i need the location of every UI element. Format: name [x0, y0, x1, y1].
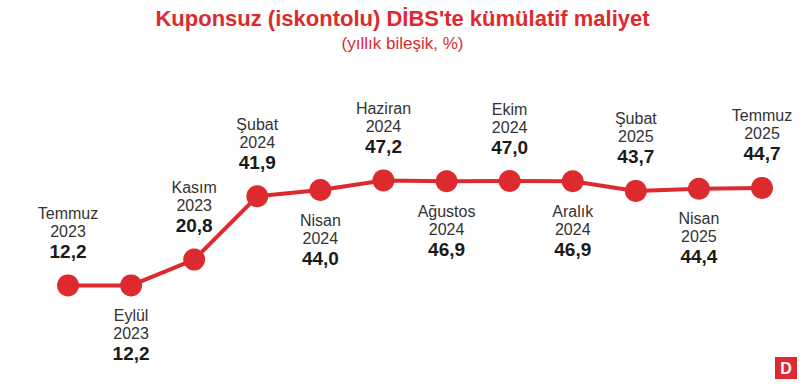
svg-text:46,9: 46,9: [428, 239, 465, 260]
svg-text:Temmuz: Temmuz: [38, 205, 98, 222]
svg-text:Kasım: Kasım: [172, 179, 217, 196]
svg-text:2023: 2023: [176, 197, 212, 214]
svg-text:2025: 2025: [681, 228, 717, 245]
svg-text:44,4: 44,4: [680, 246, 717, 267]
svg-text:Kuponsuz (iskontolu) DİBS'te k: Kuponsuz (iskontolu) DİBS'te kümülatif m…: [155, 6, 650, 31]
svg-text:2024: 2024: [429, 221, 465, 238]
svg-text:47,2: 47,2: [365, 136, 402, 157]
svg-text:Ağustos: Ağustos: [418, 203, 476, 220]
svg-text:44,0: 44,0: [302, 248, 339, 269]
svg-text:44,7: 44,7: [744, 143, 781, 164]
svg-text:2025: 2025: [744, 125, 780, 142]
svg-text:43,7: 43,7: [617, 146, 654, 167]
svg-text:Eylül: Eylül: [114, 307, 149, 324]
svg-text:Haziran: Haziran: [356, 100, 411, 117]
svg-text:Nisan: Nisan: [678, 210, 719, 227]
svg-text:Temmuz: Temmuz: [732, 107, 792, 124]
svg-text:Nisan: Nisan: [300, 212, 341, 229]
svg-text:2024: 2024: [366, 118, 402, 135]
svg-text:2024: 2024: [239, 134, 275, 151]
svg-text:12,2: 12,2: [50, 241, 87, 262]
svg-text:20,8: 20,8: [176, 215, 213, 236]
svg-text:Ekim: Ekim: [492, 101, 528, 118]
svg-text:2024: 2024: [492, 119, 528, 136]
svg-text:2024: 2024: [303, 230, 339, 247]
svg-text:2024: 2024: [555, 221, 591, 238]
svg-text:Şubat: Şubat: [236, 116, 278, 133]
svg-text:2023: 2023: [50, 223, 86, 240]
svg-text:D: D: [780, 360, 792, 377]
svg-text:(yıllık bileşik, %): (yıllık bileşik, %): [342, 34, 464, 53]
svg-text:2025: 2025: [618, 128, 654, 145]
svg-text:46,9: 46,9: [554, 239, 591, 260]
svg-text:Aralık: Aralık: [552, 203, 594, 220]
svg-text:47,0: 47,0: [491, 137, 528, 158]
svg-text:2023: 2023: [113, 325, 149, 342]
svg-text:Şubat: Şubat: [615, 110, 657, 127]
svg-text:12,2: 12,2: [113, 343, 150, 364]
svg-text:41,9: 41,9: [239, 152, 276, 173]
